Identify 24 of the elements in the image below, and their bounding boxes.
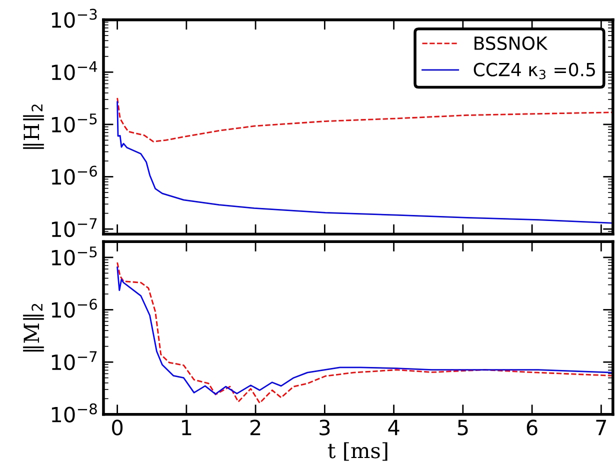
y-tick-label: 10$^{−6}$ xyxy=(52,166,97,185)
x-axis-title: t [ms] xyxy=(328,442,388,461)
line-series xyxy=(116,101,612,224)
y-tick-label: 10$^{−3}$ xyxy=(52,8,97,28)
line-series xyxy=(116,97,612,142)
y-tick-label: 10$^{−5}$ xyxy=(52,114,97,132)
x-tick-label: 1 xyxy=(182,420,192,436)
x-tick-label: 7 xyxy=(596,420,606,436)
x-tick-label: 4 xyxy=(388,420,400,436)
x-tick-label: 6 xyxy=(526,420,538,436)
y-tick-label: 10$^{−5}$ xyxy=(52,246,97,266)
y-tick-label: 10$^{−7}$ xyxy=(52,351,97,370)
x-tick-label: 5 xyxy=(458,420,468,436)
y-tick-label: 10$^{−4}$ xyxy=(52,61,98,80)
x-tick-label: 3 xyxy=(320,420,330,436)
legend-label: CCZ4 κ$_{3}$ =0.5 xyxy=(474,62,595,80)
y-axis-title: ‖H‖$_{2}$ xyxy=(23,104,44,149)
x-tick-label: 2 xyxy=(250,420,260,436)
y-tick-label: 10$^{−6}$ xyxy=(52,298,97,318)
y-tick-label: 10$^{−8}$ xyxy=(52,403,97,422)
legend-label: BSSNOK xyxy=(474,36,548,50)
y-tick-label: 10$^{−7}$ xyxy=(52,218,97,238)
y-axis-title: ‖M‖$_{2}$ xyxy=(23,304,44,352)
x-tick-label: 0 xyxy=(112,420,123,436)
